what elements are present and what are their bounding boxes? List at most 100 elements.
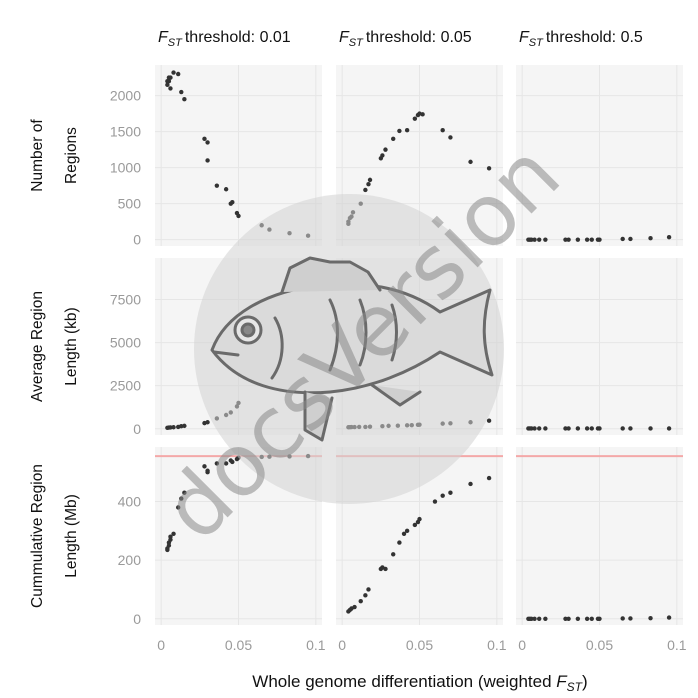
- data-point: [182, 490, 187, 495]
- data-point: [536, 616, 542, 621]
- data-point: [620, 236, 625, 242]
- strip-threshold-word: threshold: [185, 29, 251, 46]
- data-point: [543, 616, 548, 621]
- data-point: [589, 426, 594, 431]
- y-tick-label: 0: [133, 421, 141, 437]
- data-point: [363, 187, 368, 193]
- data-point: [230, 200, 235, 205]
- y-tick-label: 2500: [110, 378, 141, 394]
- strip-threshold-value: : 0.05: [432, 29, 472, 46]
- facet-strip-label: FST threshold: 0.01: [158, 29, 291, 49]
- y-tick-label: 0: [133, 611, 141, 627]
- data-point: [417, 516, 422, 522]
- strip-threshold-value: : 0.5: [612, 29, 643, 46]
- data-point: [468, 159, 473, 165]
- y-tick-label: 400: [118, 494, 142, 510]
- data-point: [666, 426, 672, 431]
- data-point: [597, 237, 602, 242]
- facet-panel: [516, 447, 683, 625]
- data-point: [179, 89, 184, 95]
- x-tick-label: 0.1: [667, 637, 687, 653]
- strip-subscript: ST: [529, 37, 544, 49]
- data-point: [563, 616, 568, 621]
- facet-strip-label: FST threshold: 0.05: [339, 29, 472, 49]
- data-point: [168, 86, 173, 91]
- data-point: [380, 153, 385, 158]
- y-tick-label: 500: [118, 196, 142, 212]
- data-point: [358, 598, 363, 604]
- data-point: [628, 616, 633, 621]
- facet-row-labels: Number of Regions0500100015002000Average …: [29, 88, 141, 627]
- data-point: [529, 616, 534, 621]
- data-point: [529, 426, 534, 431]
- x-tick-label: 0.05: [586, 637, 613, 653]
- y-tick-label: 200: [118, 552, 142, 568]
- data-point: [584, 426, 590, 431]
- data-point: [563, 426, 568, 431]
- facet-strip-label: FST threshold: 0.5: [519, 29, 643, 49]
- y-tick-label: 2000: [110, 88, 141, 104]
- strip-f: F: [519, 29, 530, 46]
- data-point: [486, 475, 492, 481]
- strip-f: F: [339, 29, 350, 46]
- facet-row-label: Cummulative Region: [29, 464, 46, 608]
- data-point: [486, 418, 492, 423]
- x-title-f: F: [556, 672, 568, 691]
- data-point: [584, 616, 590, 621]
- data-point: [597, 426, 602, 431]
- data-point: [202, 464, 207, 469]
- data-point: [171, 70, 176, 75]
- data-point: [182, 97, 187, 102]
- facet-row-label: Average Region: [29, 291, 46, 402]
- data-point: [175, 71, 181, 77]
- data-point: [589, 616, 594, 621]
- strip-threshold-word: threshold: [546, 29, 612, 46]
- data-point: [620, 426, 625, 431]
- data-point: [367, 177, 373, 183]
- data-point: [404, 528, 410, 534]
- strip-subscript: ST: [168, 37, 183, 49]
- data-point: [543, 426, 548, 431]
- x-tick-label: 0.1: [306, 637, 326, 653]
- data-point: [165, 82, 170, 88]
- data-point: [383, 566, 388, 572]
- data-point: [205, 140, 210, 145]
- facet-column-strips: FST threshold: 0.01 FST threshold: 0.05 FST t…: [158, 29, 643, 49]
- y-tick-label: 0: [133, 232, 141, 248]
- data-point: [366, 587, 371, 592]
- x-tick-label: 0: [157, 637, 165, 653]
- data-point: [230, 459, 235, 465]
- facet-row-label: Length (Mb): [63, 494, 80, 578]
- data-point: [563, 237, 568, 242]
- data-point: [363, 593, 368, 598]
- data-point: [391, 552, 396, 557]
- x-tick-label: 0: [338, 637, 346, 653]
- x-title-main: Whole genome differentiation (weighted: [252, 672, 556, 691]
- data-point: [205, 468, 210, 473]
- strip-threshold-value: : 0.01: [251, 29, 291, 46]
- data-point: [412, 522, 418, 528]
- data-point: [532, 426, 537, 431]
- data-point: [383, 147, 388, 152]
- data-point: [214, 183, 220, 188]
- data-point: [223, 461, 229, 466]
- data-point: [202, 136, 207, 142]
- x-tick-label: 0.05: [225, 637, 252, 653]
- data-point: [532, 616, 537, 621]
- data-point: [236, 213, 241, 219]
- data-point: [432, 499, 438, 504]
- data-point: [575, 616, 581, 621]
- x-axis-title: Whole genome differentiation (weighted F…: [252, 672, 587, 694]
- data-point: [566, 426, 571, 431]
- data-point: [620, 616, 625, 621]
- data-point: [182, 423, 187, 429]
- data-point: [168, 75, 173, 80]
- data-point: [589, 237, 594, 242]
- data-point: [397, 540, 402, 545]
- facet-panel: [516, 258, 683, 435]
- data-point: [584, 237, 590, 242]
- x-axis: 0 0.05 0.1 0 0.05 0.1 0 0.05 0.1: [157, 637, 686, 653]
- data-point: [175, 505, 181, 510]
- data-point: [352, 604, 357, 610]
- data-point: [648, 236, 653, 241]
